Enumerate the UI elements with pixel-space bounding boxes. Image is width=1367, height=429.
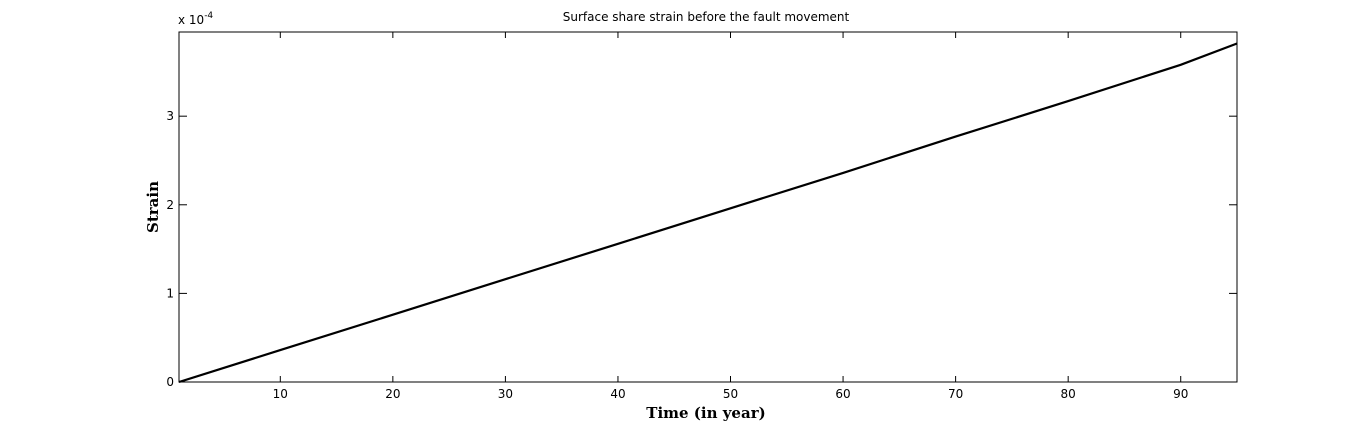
x-tick-label: 80	[1061, 387, 1076, 401]
y-tick-label: 3	[166, 109, 174, 123]
y-multiplier: x 10-4	[178, 11, 213, 27]
x-tick-label: 20	[385, 387, 400, 401]
x-ticks: 10 20 30 40 50 60 70 80 90	[273, 32, 1188, 401]
x-tick-label: 30	[498, 387, 513, 401]
plot-area	[178, 31, 1238, 383]
chart-title: Surface share strain before the fault mo…	[563, 10, 850, 24]
y-multiplier-base: x 10	[178, 13, 204, 27]
x-tick-label: 50	[723, 387, 738, 401]
y-axis-label: Strain	[144, 181, 162, 233]
x-tick-label: 70	[948, 387, 963, 401]
x-tick-label: 40	[610, 387, 625, 401]
series-line	[178, 42, 1238, 384]
y-tick-label: 0	[166, 375, 174, 389]
x-axis-label: Time (in year)	[646, 404, 765, 422]
x-tick-label: 60	[835, 387, 850, 401]
y-multiplier-exponent: -4	[204, 11, 213, 21]
y-tick-label: 2	[166, 198, 174, 212]
y-ticks: 0 1 2 3	[166, 109, 1237, 389]
x-tick-label: 90	[1173, 387, 1188, 401]
x-tick-label: 10	[273, 387, 288, 401]
series-layer	[178, 42, 1238, 384]
y-tick-label: 1	[166, 286, 174, 300]
